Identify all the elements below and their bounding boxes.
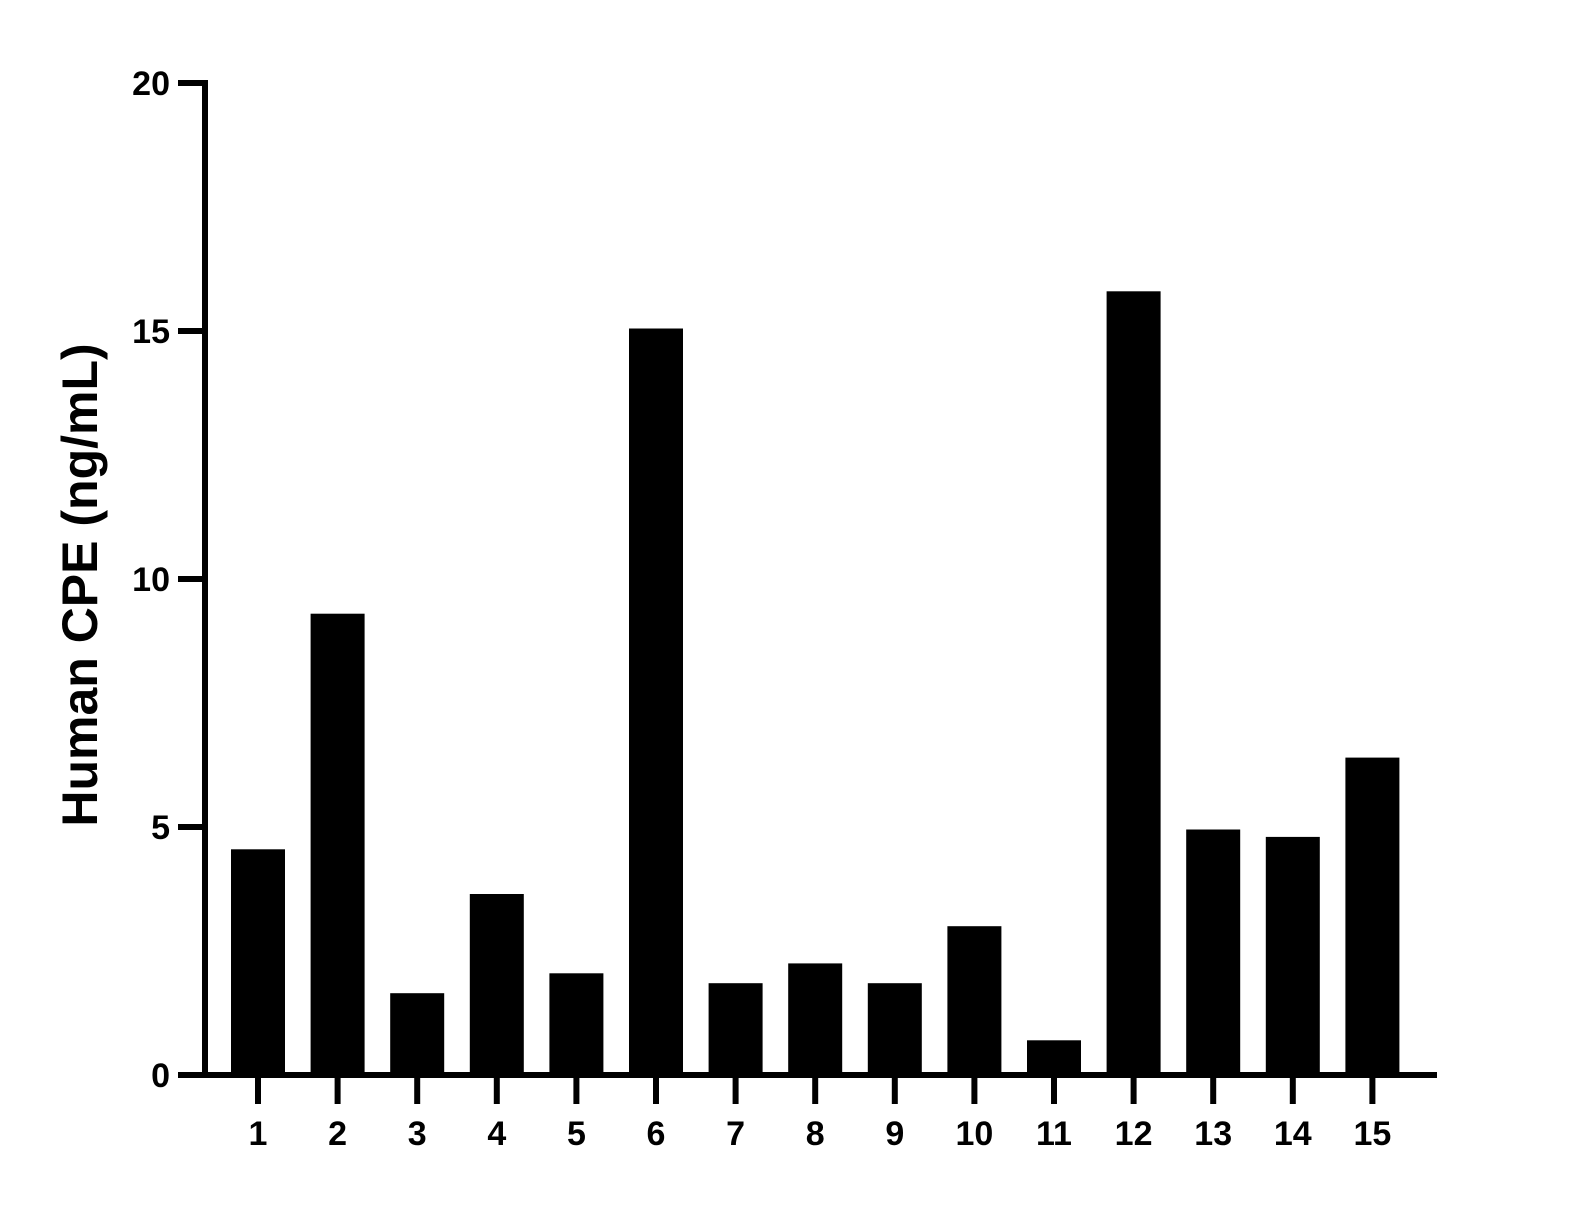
bar-5 (549, 973, 604, 1075)
bar-6 (629, 328, 683, 1075)
y-tick-label-10: 10 (132, 561, 170, 599)
y-tick-label-0: 0 (151, 1057, 170, 1095)
x-tick-label-6: 6 (647, 1115, 666, 1153)
bar-2 (310, 613, 365, 1075)
x-tick-label-11: 11 (1036, 1115, 1072, 1153)
x-tick-label-1: 1 (249, 1115, 268, 1153)
x-tick-label-9: 9 (885, 1115, 904, 1153)
bar-12 (1106, 291, 1161, 1075)
x-tick-label-2: 2 (328, 1115, 347, 1153)
x-tick-label-7: 7 (726, 1115, 745, 1153)
bar-14 (1265, 836, 1320, 1075)
bar-15 (1345, 757, 1400, 1075)
x-tick-label-15: 15 (1353, 1115, 1391, 1153)
bar-11 (1027, 1040, 1081, 1075)
x-tick-label-13: 13 (1194, 1115, 1232, 1153)
x-tick-label-10: 10 (955, 1115, 993, 1153)
x-axis: 1 2 3 4 5 6 7 8 9 10 11 12 13 14 15 (180, 1072, 1437, 1153)
bar-4 (469, 894, 524, 1075)
y-tick-label-15: 15 (132, 313, 170, 351)
y-tick-label-20: 20 (132, 65, 170, 103)
x-tick-label-5: 5 (567, 1115, 586, 1153)
x-tick-label-12: 12 (1115, 1115, 1153, 1153)
bar-3 (390, 993, 445, 1075)
x-tick-label-8: 8 (806, 1115, 825, 1153)
bar-7 (708, 983, 763, 1075)
bar-13 (1186, 829, 1241, 1075)
bar-1 (231, 849, 285, 1075)
bars-group (231, 291, 1400, 1075)
x-tick-label-14: 14 (1274, 1115, 1312, 1153)
y-tick-label-5: 5 (151, 809, 170, 847)
y-axis-title: Human CPE (ng/mL) (52, 343, 108, 826)
bar-10 (947, 926, 1002, 1075)
y-axis: 0 5 10 15 20 (132, 65, 208, 1095)
x-tick-label-3: 3 (408, 1115, 427, 1153)
bar-9 (867, 983, 922, 1075)
bar-8 (788, 963, 843, 1075)
x-tick-label-4: 4 (487, 1115, 506, 1153)
